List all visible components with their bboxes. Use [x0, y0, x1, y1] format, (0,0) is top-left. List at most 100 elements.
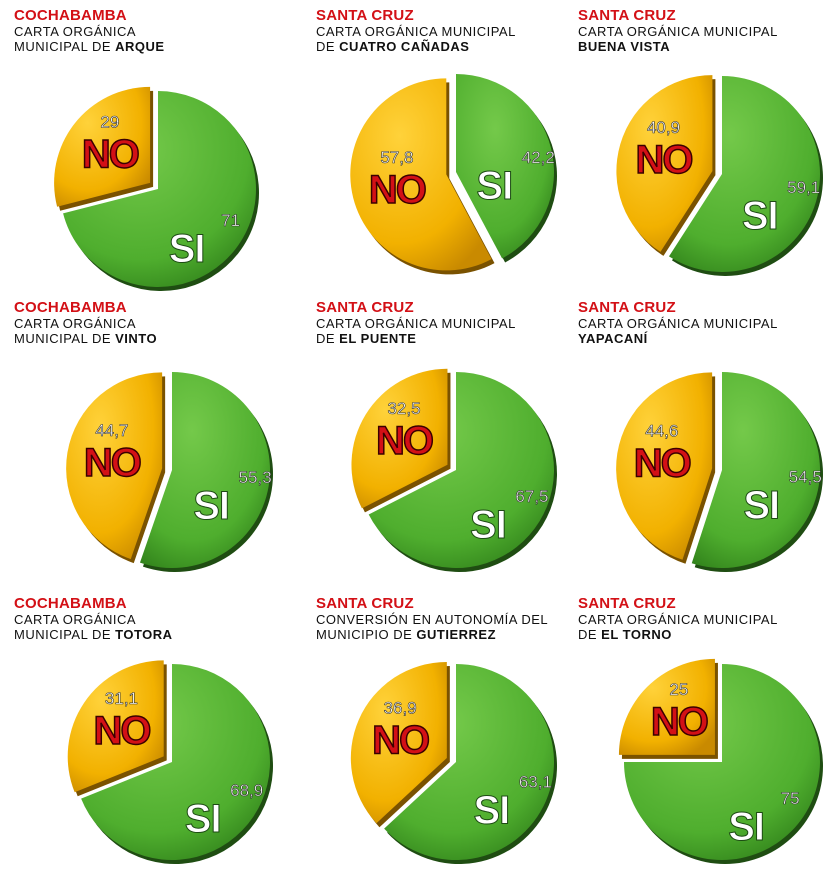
subtitle-line-place: BUENA VISTA	[578, 39, 840, 54]
si-category-label: SI	[470, 503, 506, 547]
no-category-label: NO	[636, 138, 693, 182]
no-value-label: 44,6	[645, 421, 678, 440]
chart-header: SANTA CRUZ CARTA ORGÁNICA MUNICIPAL YAPACA…	[578, 299, 840, 347]
pie-chart: 32,5NO SI 67,5	[351, 368, 557, 572]
subtitle-line: CARTA ORGÁNICA	[14, 612, 137, 627]
region-title: COCHABAMBA	[14, 7, 127, 24]
pie-chart: 40,9NO SI 59,1	[616, 75, 823, 276]
region-title: SANTA CRUZ	[578, 595, 676, 612]
si-value-label: 42,2	[522, 148, 555, 167]
subtitle-line: CARTA ORGÁNICA MUNICIPAL	[578, 24, 778, 39]
no-category-label: NO	[376, 419, 433, 463]
subtitle-line-place: MUNICIPAL DE VINTO	[14, 331, 284, 346]
subtitle-line: CARTA ORGÁNICA	[14, 316, 137, 331]
region-title: SANTA CRUZ	[578, 7, 676, 24]
si-slice	[668, 76, 820, 273]
si-value-label: 54,5	[789, 467, 822, 486]
si-category-label: SI	[474, 789, 510, 833]
no-slice	[350, 78, 492, 271]
no-category-label: NO	[93, 709, 150, 753]
si-slice	[456, 74, 554, 259]
si-slice	[691, 372, 820, 568]
place-name: EL PUENTE	[339, 331, 417, 346]
place-name: YAPACANÍ	[578, 331, 648, 346]
subtitle-line: CARTA ORGÁNICA MUNICIPAL	[316, 24, 516, 39]
chart-header: COCHABAMBA CARTA ORGÁNICA MUNICIPAL DE VIN…	[14, 299, 284, 347]
subtitle-line: CARTA ORGÁNICA MUNICIPAL	[578, 612, 778, 627]
no-slice	[350, 661, 447, 824]
si-value-label: 68,9	[230, 781, 263, 800]
si-slice	[624, 664, 820, 860]
chart-header: SANTA CRUZ CONVERSIÓN EN AUTONOMÍA DEL MUN…	[316, 595, 586, 643]
si-value-label: 75	[781, 789, 800, 808]
no-value-label: 40,9	[647, 118, 680, 137]
region-title: SANTA CRUZ	[316, 299, 414, 316]
si-category-label: SI	[476, 164, 512, 208]
si-value-label: 67,5	[515, 487, 548, 506]
pie-chart: 31,1NO SI 68,9	[67, 660, 273, 865]
si-value-label: 71	[221, 211, 240, 230]
no-slice	[618, 658, 715, 755]
subtitle-line-place: MUNICIPIO DE GUTIERREZ	[316, 627, 586, 642]
si-category-label: SI	[743, 483, 779, 527]
si-slice	[139, 372, 270, 568]
region-title: COCHABAMBA	[14, 299, 127, 316]
si-slice	[368, 372, 554, 568]
si-slice	[384, 664, 554, 860]
si-category-label: SI	[742, 194, 778, 238]
no-value-label: 29	[100, 113, 119, 132]
subtitle-prefix: DE	[316, 39, 340, 54]
no-value-label: 31,1	[105, 689, 138, 708]
chart-header: SANTA CRUZ CARTA ORGÁNICA MUNICIPAL BUENA …	[578, 7, 840, 55]
place-name: BUENA VISTA	[578, 39, 671, 54]
no-value-label: 25	[669, 680, 688, 699]
pie-chart: 44,7NO SI 55,3	[66, 372, 273, 572]
si-slice	[63, 91, 256, 287]
si-category-label: SI	[169, 227, 205, 271]
subtitle-prefix: MUNICIPAL DE	[14, 627, 116, 642]
subtitle-prefix: DE	[316, 331, 340, 346]
subtitle-line-place: YAPACANÍ	[578, 331, 840, 346]
region-title: COCHABAMBA	[14, 595, 127, 612]
place-name: ARQUE	[115, 39, 165, 54]
region-title: SANTA CRUZ	[316, 7, 414, 24]
si-value-label: 55,3	[239, 468, 272, 487]
no-category-label: NO	[84, 441, 141, 485]
pie-chart: 44,6NO SI 54,5	[616, 372, 823, 572]
subtitle-prefix: MUNICIPAL DE	[14, 331, 116, 346]
no-value-label: 44,7	[95, 421, 128, 440]
no-category-label: NO	[651, 700, 708, 744]
place-name: CUATRO CAÑADAS	[339, 39, 470, 54]
si-value-label: 63,1	[519, 773, 552, 792]
chart-header: COCHABAMBA CARTA ORGÁNICA MUNICIPAL DE ARQ…	[14, 7, 284, 55]
region-title: SANTA CRUZ	[578, 299, 676, 316]
no-slice	[67, 660, 164, 793]
si-category-label: SI	[185, 797, 221, 841]
subtitle-line: CARTA ORGÁNICA	[14, 24, 137, 39]
no-slice	[54, 86, 151, 207]
no-slice	[616, 372, 713, 560]
subtitle-line: CONVERSIÓN EN AUTONOMÍA DEL	[316, 612, 549, 627]
chart-header: SANTA CRUZ CARTA ORGÁNICA MUNICIPAL DE EL …	[316, 299, 586, 347]
place-name: TOTORA	[115, 627, 173, 642]
no-value-label: 36,9	[384, 699, 417, 718]
subtitle-prefix: MUNICIPAL DE	[14, 39, 116, 54]
si-category-label: SI	[728, 805, 764, 849]
place-name: GUTIERREZ	[416, 627, 497, 642]
no-slice	[351, 368, 448, 509]
chart-header: SANTA CRUZ CARTA ORGÁNICA MUNICIPAL DE EL …	[578, 595, 840, 643]
chart-header: COCHABAMBA CARTA ORGÁNICA MUNICIPAL DE TOT…	[14, 595, 284, 643]
no-category-label: NO	[369, 168, 426, 212]
region-title: SANTA CRUZ	[316, 595, 414, 612]
no-slice	[616, 75, 713, 252]
place-name: VINTO	[115, 331, 158, 346]
si-category-label: SI	[193, 484, 229, 528]
no-slice	[66, 372, 163, 560]
subtitle-line: CARTA ORGÁNICA MUNICIPAL	[578, 316, 778, 331]
place-name: EL TORNO	[601, 627, 672, 642]
si-value-label: 59,1	[787, 178, 820, 197]
subtitle-line-place: DE EL TORNO	[578, 627, 840, 642]
